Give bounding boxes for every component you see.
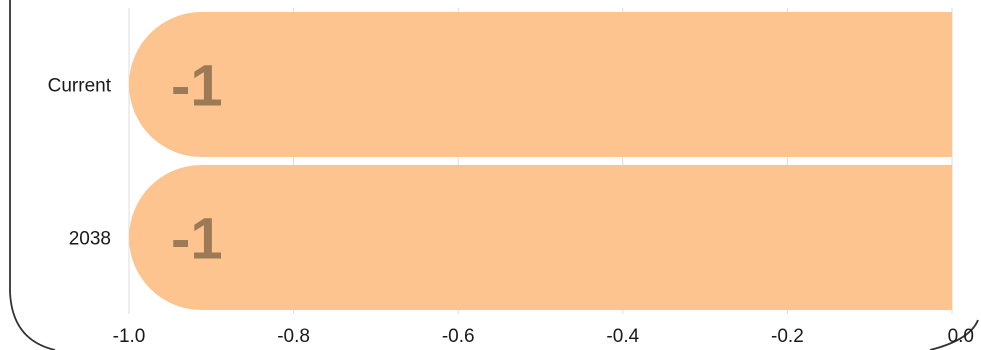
category-label-0: Current — [48, 76, 112, 97]
card-frame — [9, 0, 979, 350]
bar-1 — [128, 165, 952, 310]
y-axis-categories: Current 2038 — [48, 76, 112, 250]
x-tick-label-1: -0.8 — [277, 326, 310, 347]
bar-0 — [128, 12, 952, 157]
x-axis-ticks: -1.0 -0.8 -0.6 -0.4 -0.2 0.0 — [113, 326, 974, 347]
x-tick-label-5: 0.0 — [948, 326, 974, 347]
x-tick-label-2: -0.6 — [442, 326, 475, 347]
x-tick-label-0: -1.0 — [113, 326, 146, 347]
category-label-1: 2038 — [69, 229, 111, 250]
data-label-1: -1 — [171, 207, 223, 272]
data-label-0: -1 — [171, 54, 223, 119]
bars: -1 -1 — [128, 12, 952, 310]
x-tick-label-3: -0.4 — [606, 326, 639, 347]
x-tick-label-4: -0.2 — [771, 326, 804, 347]
